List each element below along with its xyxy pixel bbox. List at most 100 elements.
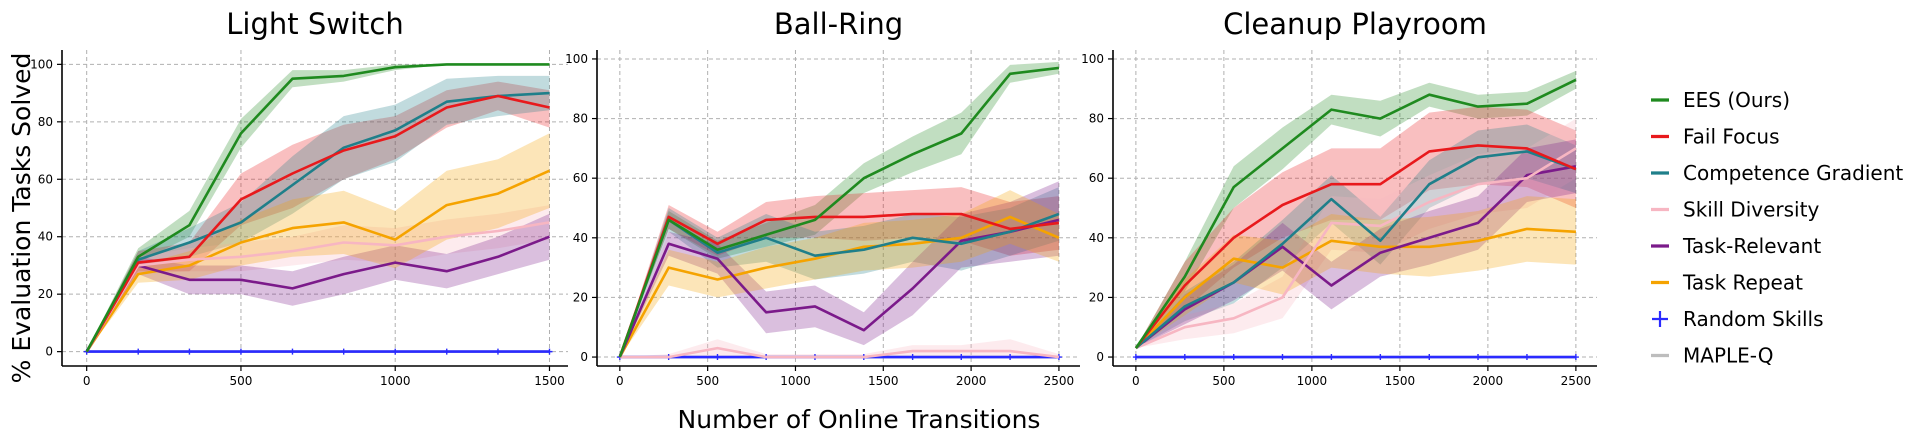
random-skills-marker	[289, 348, 296, 355]
legend-label: EES (Ours)	[1683, 88, 1790, 112]
series-line	[1134, 227, 1576, 350]
x-tick-label: 0	[83, 374, 91, 388]
y-tick-label: 20	[38, 287, 53, 301]
legend-label: Task Repeat	[1682, 271, 1803, 295]
legend-entry: MAPLE-Q	[1651, 344, 1773, 368]
y-tick-label: 60	[38, 172, 53, 186]
series-band	[1135, 106, 1576, 349]
series-line	[85, 91, 550, 353]
x-tick-label: 1000	[380, 374, 411, 388]
legend-label: Fail Focus	[1683, 125, 1780, 149]
y-tick-label: 100	[30, 57, 53, 71]
chart-title: Ball-Ring	[774, 7, 903, 41]
series-line	[1135, 150, 1577, 350]
chart-panel-2: Ball-Ring 0 500 1000 1500 2000 2500 0 20 40 60 80 10…	[565, 7, 1080, 388]
series-band	[86, 133, 550, 352]
legend-label: Competence Gradient	[1683, 161, 1903, 185]
random-skills-marker	[186, 348, 193, 355]
y-tick-label: 100	[565, 52, 588, 66]
random-skills-marker	[340, 348, 347, 355]
legend-entry: Fail Focus	[1651, 125, 1780, 149]
chart-panel-1: Light Switch 0 500 1000 1500 0 20 40 60 80 100	[30, 7, 568, 388]
legend-label: MAPLE-Q	[1683, 344, 1773, 368]
series-band	[619, 190, 1059, 358]
random-skills-marker	[1279, 354, 1286, 361]
x-tick-label: 500	[1212, 374, 1235, 388]
series-line	[618, 212, 1060, 358]
x-axis-label: Number of Online Transitions	[678, 405, 1041, 434]
series-band	[86, 81, 550, 352]
series-line	[85, 221, 550, 353]
random-skills-marker	[909, 354, 916, 361]
x-tick-label: 1500	[534, 374, 565, 388]
series-line	[618, 66, 1060, 358]
chart-title: Cleanup Playroom	[1223, 7, 1487, 41]
y-tick-label: 80	[38, 115, 53, 129]
random-skills-marker	[1132, 354, 1139, 361]
random-skills-marker	[958, 354, 965, 361]
legend-entry: Skill Diversity	[1651, 198, 1819, 222]
random-skills-marker	[1377, 354, 1384, 361]
random-skills-marker	[443, 348, 450, 355]
x-tick-label: 1000	[780, 374, 811, 388]
y-axis-label: % Evaluation Tasks Solved	[7, 53, 36, 384]
y-tick-label: 60	[1089, 171, 1104, 185]
legend-entry: Task Repeat	[1651, 271, 1803, 295]
legend-entry: EES (Ours)	[1651, 88, 1790, 112]
random-skills-marker	[714, 354, 721, 361]
legend-swatch	[1652, 311, 1668, 327]
series-band	[619, 187, 1059, 358]
series-line	[85, 235, 550, 353]
random-skills-marker	[1230, 354, 1237, 361]
x-tick-label: 2000	[956, 374, 987, 388]
series-line	[1135, 147, 1577, 350]
x-tick-label: 2000	[1473, 374, 1504, 388]
series-band	[1135, 196, 1576, 349]
x-tick-label: 1500	[1385, 374, 1416, 388]
series-line	[85, 169, 551, 353]
series-line	[618, 218, 1060, 358]
series-band	[619, 181, 1059, 358]
y-tick-label: 0	[580, 350, 588, 364]
series-band	[619, 61, 1059, 358]
series-band	[1135, 124, 1576, 349]
random-skills-marker	[1572, 354, 1579, 361]
y-tick-label: 0	[45, 345, 53, 359]
legend: EES (Ours) Fail Focus Competence Gradient S…	[1651, 88, 1903, 368]
random-skills-marker	[1007, 354, 1014, 361]
x-tick-label: 1000	[1297, 374, 1328, 388]
series-band	[1135, 70, 1576, 349]
series-band	[619, 339, 1059, 358]
legend-entry: Random Skills	[1652, 307, 1824, 331]
series-line	[1135, 165, 1577, 350]
x-tick-label: 500	[229, 374, 252, 388]
legend-label: Task-Relevant	[1682, 234, 1821, 258]
y-tick-label: 60	[573, 171, 588, 185]
random-skills-marker	[494, 348, 501, 355]
y-tick-label: 40	[1089, 231, 1104, 245]
x-tick-label: 1500	[868, 374, 899, 388]
series-line	[1134, 78, 1577, 349]
y-tick-label: 20	[573, 290, 588, 304]
series-line	[1134, 144, 1577, 349]
chart-panel-3: Cleanup Playroom 0 500 1000 1500 2000 2500 0 20 4…	[1081, 7, 1597, 388]
x-tick-label: 2500	[1044, 374, 1075, 388]
y-tick-label: 80	[1089, 112, 1104, 126]
legend-label: Random Skills	[1683, 307, 1824, 331]
series-band	[86, 205, 550, 352]
chart-title: Light Switch	[226, 7, 403, 41]
series-line	[85, 94, 550, 353]
series-line	[85, 63, 550, 353]
random-skills-marker	[135, 348, 142, 355]
legend-entry: Task-Relevant	[1651, 234, 1821, 258]
random-skills-marker	[1475, 354, 1482, 361]
random-skills-marker	[546, 348, 553, 355]
y-tick-label: 40	[38, 230, 53, 244]
series-band	[86, 213, 550, 352]
random-skills-marker	[237, 348, 244, 355]
random-skills-marker	[1426, 354, 1433, 361]
y-tick-label: 20	[1089, 290, 1104, 304]
series-line	[619, 346, 1060, 359]
